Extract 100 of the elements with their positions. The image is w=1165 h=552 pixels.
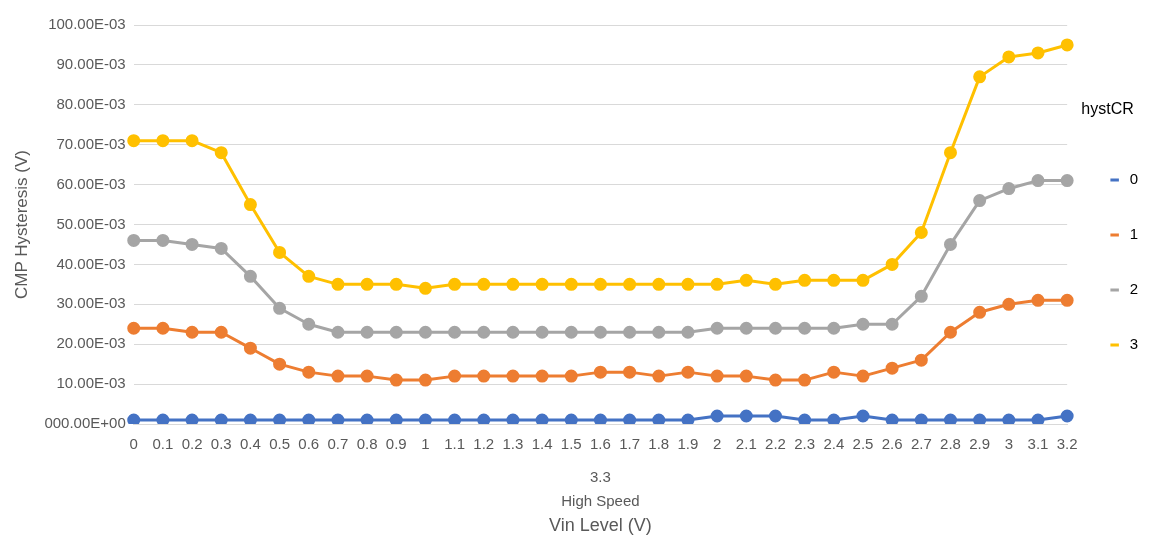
- x-tick-label: 2.5: [852, 435, 874, 453]
- x-tick-label: 3.2: [1056, 435, 1078, 453]
- point: [1060, 293, 1074, 307]
- point: [943, 146, 957, 160]
- point: [389, 373, 403, 387]
- point: [448, 325, 462, 339]
- point: [739, 273, 753, 287]
- point: [1002, 297, 1016, 311]
- point: [535, 325, 549, 339]
- y-tick-label: 100.00E-03: [48, 15, 126, 33]
- x-tick-label: 3.1: [1027, 435, 1049, 453]
- point: [943, 325, 957, 339]
- point: [156, 321, 170, 335]
- point: [681, 277, 695, 291]
- point: [185, 413, 199, 424]
- point: [389, 413, 403, 424]
- point: [973, 413, 987, 424]
- point: [360, 325, 374, 339]
- point: [564, 325, 578, 339]
- point: [681, 413, 695, 424]
- point: [389, 277, 403, 291]
- point: [564, 413, 578, 424]
- x-tick-label: 2.7: [910, 435, 932, 453]
- point: [302, 317, 316, 331]
- point: [418, 281, 432, 295]
- point: [652, 325, 666, 339]
- point: [185, 134, 199, 148]
- point: [827, 365, 841, 379]
- point: [710, 321, 724, 335]
- point: [448, 413, 462, 424]
- x-tick-label: 2.4: [823, 435, 845, 453]
- x-tick-label: 0: [129, 435, 138, 453]
- point: [768, 277, 782, 291]
- point: [885, 257, 899, 271]
- point: [856, 409, 870, 423]
- x-tick-label: 0.8: [356, 435, 378, 453]
- legend-label: 3: [1129, 335, 1138, 353]
- point: [564, 277, 578, 291]
- y-tick-label: 30.00E-03: [56, 294, 126, 312]
- point: [798, 413, 812, 424]
- legend-label: 1: [1129, 225, 1138, 243]
- point: [156, 134, 170, 148]
- point: [623, 325, 637, 339]
- point: [885, 317, 899, 331]
- point: [477, 277, 491, 291]
- point: [914, 353, 928, 367]
- point: [623, 365, 637, 379]
- x-tick-label: 0.5: [269, 435, 291, 453]
- point: [243, 413, 257, 424]
- x-tick-label: 1.5: [560, 435, 582, 453]
- point: [885, 413, 899, 424]
- y-tick-label: 60.00E-03: [56, 174, 126, 192]
- point: [710, 409, 724, 423]
- point: [331, 369, 345, 383]
- point: [681, 365, 695, 379]
- point: [127, 413, 141, 424]
- point: [360, 413, 374, 424]
- point: [1031, 413, 1045, 424]
- point: [681, 325, 695, 339]
- x-tick-label: 1.9: [677, 435, 699, 453]
- x-tick-label: 0.3: [210, 435, 232, 453]
- point: [914, 289, 928, 303]
- point: [739, 369, 753, 383]
- point: [1031, 293, 1045, 307]
- y-tick-label: 10.00E-03: [56, 374, 126, 392]
- x-tick-label: 0.6: [298, 435, 320, 453]
- point: [798, 321, 812, 335]
- point: [243, 198, 257, 212]
- x-tick-label: 2.2: [765, 435, 786, 453]
- point: [739, 321, 753, 335]
- point: [273, 413, 287, 424]
- point: [506, 413, 520, 424]
- point: [477, 369, 491, 383]
- point: [535, 369, 549, 383]
- point: [710, 277, 724, 291]
- text: High Speed: [561, 492, 640, 510]
- point: [156, 413, 170, 424]
- point: [768, 409, 782, 423]
- point: [856, 273, 870, 287]
- x-tick-label: 1.2: [473, 435, 495, 453]
- point: [914, 225, 928, 239]
- point: [418, 413, 432, 424]
- point: [1031, 174, 1045, 188]
- point: [477, 325, 491, 339]
- point: [448, 277, 462, 291]
- point: [418, 373, 432, 387]
- point: [739, 409, 753, 423]
- y-tick-label: 50.00E-03: [56, 214, 126, 232]
- point: [564, 369, 578, 383]
- point: [302, 365, 316, 379]
- point: [856, 369, 870, 383]
- text: 3.3: [590, 468, 611, 486]
- point: [331, 325, 345, 339]
- y-tick-label: 80.00E-03: [56, 94, 126, 112]
- legend-label: 2: [1129, 280, 1138, 298]
- point: [623, 277, 637, 291]
- point: [914, 413, 928, 424]
- x-tick-label: 2.3: [794, 435, 816, 453]
- y-axis-title: CMP Hysteresis (V): [11, 150, 31, 299]
- point: [506, 277, 520, 291]
